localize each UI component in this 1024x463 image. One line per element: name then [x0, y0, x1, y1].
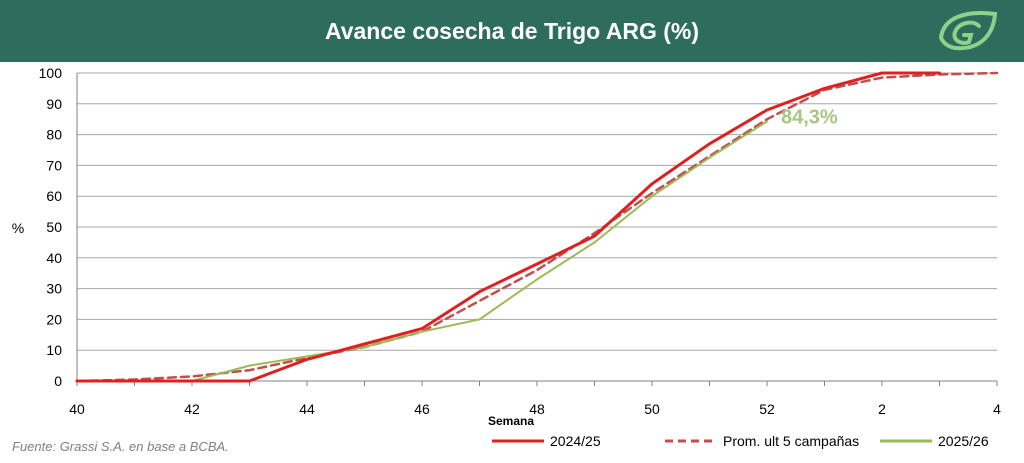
- legend-item-prom-5-campanas: Prom. ult 5 campañas: [663, 431, 859, 451]
- series-line-prom-ult-5-campa-as: [75, 71, 999, 383]
- legend-label: 2024/25: [550, 433, 601, 449]
- y-tick-label: 100: [39, 65, 63, 81]
- legend-label: Prom. ult 5 campañas: [723, 433, 860, 449]
- y-tick-label: 10: [46, 342, 62, 358]
- x-tick-label: 50: [644, 401, 660, 417]
- tick-labels: 0 10 20 30 40 50 60 70 80 90 100 40 42 44 46 48 50 52 2 4% S…: [12, 65, 1001, 428]
- source-note: Fuente: Grassi S.A. en base a BCBA.: [12, 439, 229, 454]
- x-tick-label: 2: [878, 401, 886, 417]
- axes: [76, 73, 998, 386]
- y-tick-label: 50: [46, 219, 62, 235]
- y-tick-label: 0: [54, 373, 62, 389]
- y-tick-label: 70: [46, 157, 62, 173]
- y-tick-label: 40: [46, 250, 62, 266]
- x-tick-label: 44: [299, 401, 315, 417]
- x-tick-label: 42: [184, 401, 200, 417]
- legend-item-2025-26: 2025/26: [878, 431, 989, 451]
- annotation-label: 84,3%: [781, 106, 838, 128]
- series-line-2024-25: [75, 71, 941, 383]
- series-lines: [75, 71, 999, 383]
- title-banner: [0, 0, 1024, 62]
- legend-label: 2025/26: [938, 433, 989, 449]
- y-tick-label: 80: [46, 127, 62, 143]
- line-chart: 0 10 20 30 40 50 60 70 80 90 100 40 42 44 46 48 50 52 2 4% S…: [12, 65, 1001, 428]
- x-tick-label: 46: [414, 401, 430, 417]
- chart-legend: 2024/25 Prom. ult 5 campañas 2025/26: [490, 431, 1010, 451]
- x-tick-label: 40: [69, 401, 85, 417]
- chart-title: Avance cosecha de Trigo ARG (%): [324, 18, 700, 44]
- x-tick-label: 48: [529, 401, 545, 417]
- y-tick-label: 60: [46, 188, 62, 204]
- y-axis-title: %: [12, 220, 24, 236]
- y-tick-label: 30: [46, 281, 62, 297]
- series-line-2025-26: [76, 120, 768, 382]
- x-tick-label: 52: [759, 401, 775, 417]
- y-tick-label: 90: [46, 96, 62, 112]
- y-tick-label: 20: [46, 311, 62, 327]
- x-tick-label: 4: [993, 401, 1001, 417]
- x-axis-title: Semana: [488, 414, 534, 428]
- gridlines: [77, 72, 997, 351]
- legend-item-2024-25: 2024/25: [490, 431, 601, 451]
- leaf-g-logo-icon: [938, 11, 998, 51]
